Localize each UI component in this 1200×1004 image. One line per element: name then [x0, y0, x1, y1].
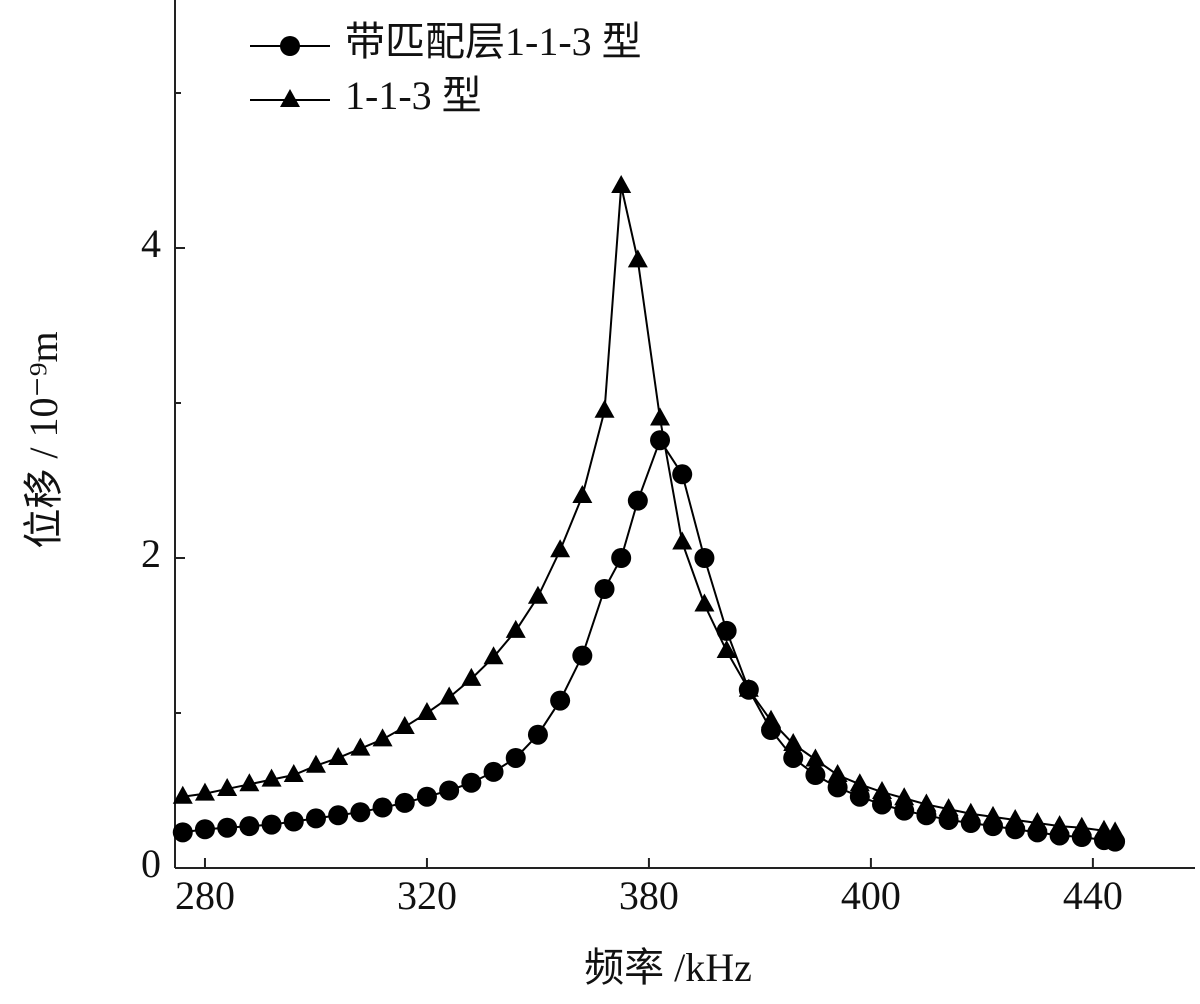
- point: [827, 764, 848, 782]
- point: [827, 777, 848, 798]
- point: [505, 619, 526, 638]
- point: [594, 399, 615, 418]
- point: [305, 754, 326, 773]
- point: [960, 802, 981, 821]
- point: [1005, 808, 1026, 827]
- point: [716, 640, 737, 658]
- point: [527, 724, 548, 745]
- point: [194, 782, 215, 801]
- point: [350, 802, 371, 823]
- point: [627, 249, 648, 268]
- y-axis-label: 位移 / 10⁻⁹m: [21, 331, 66, 548]
- point: [805, 748, 826, 767]
- point: [938, 798, 959, 817]
- point: [483, 761, 504, 782]
- point: [283, 811, 304, 832]
- point: [239, 816, 260, 837]
- point: [416, 702, 437, 720]
- point: [172, 785, 193, 804]
- x-tick-label: 280: [175, 873, 235, 918]
- point: [194, 819, 215, 840]
- point: [650, 430, 671, 451]
- point: [217, 817, 238, 838]
- x-tick-label: 320: [397, 873, 457, 918]
- point: [849, 786, 870, 807]
- point: [572, 645, 593, 666]
- point: [328, 805, 349, 826]
- point: [261, 814, 282, 835]
- point: [461, 667, 482, 686]
- x-tick-label: 400: [841, 873, 901, 918]
- point: [550, 539, 571, 558]
- point: [261, 768, 282, 787]
- point: [805, 765, 826, 785]
- point: [738, 678, 759, 697]
- point: [611, 175, 632, 193]
- point: [872, 781, 893, 800]
- point: [1071, 816, 1092, 835]
- point: [483, 646, 504, 665]
- point: [894, 787, 915, 806]
- point: [1027, 812, 1048, 831]
- point: [328, 746, 349, 765]
- point: [172, 822, 193, 843]
- series-line: [182, 185, 1116, 834]
- point: [505, 747, 526, 768]
- legend-label: 1-1-3 型: [345, 73, 482, 118]
- point: [849, 773, 870, 792]
- point: [716, 620, 737, 641]
- x-tick-label: 380: [619, 873, 679, 918]
- point: [627, 490, 648, 511]
- point: [594, 579, 615, 599]
- point: [872, 794, 893, 815]
- point: [372, 797, 393, 818]
- point: [1105, 821, 1126, 840]
- point: [783, 733, 804, 751]
- point: [783, 747, 804, 768]
- point: [439, 686, 460, 705]
- point: [550, 690, 571, 711]
- point: [527, 585, 548, 604]
- point: [217, 777, 238, 796]
- legend-label: 带匹配层1-1-3 型: [345, 19, 642, 64]
- point: [982, 805, 1003, 824]
- point: [461, 772, 482, 793]
- point: [694, 593, 715, 612]
- point: [372, 728, 393, 747]
- point: [761, 709, 782, 728]
- point: [611, 548, 632, 568]
- point: [894, 800, 915, 821]
- point: [239, 773, 260, 792]
- point: [439, 780, 460, 801]
- point: [916, 793, 937, 812]
- point: [305, 808, 326, 829]
- point: [1049, 815, 1070, 834]
- legend-marker: [280, 89, 300, 107]
- point: [283, 764, 304, 782]
- point: [394, 715, 415, 734]
- series-line: [182, 437, 1116, 843]
- point: [650, 407, 671, 426]
- legend-marker: [280, 36, 300, 56]
- x-axis-label: 频率 /kHz: [584, 945, 752, 990]
- x-tick-label: 440: [1063, 873, 1123, 918]
- point: [350, 737, 371, 756]
- point: [394, 792, 415, 813]
- point: [672, 531, 693, 550]
- point: [672, 464, 693, 485]
- point: [572, 485, 593, 503]
- y-tick-label: 2: [141, 531, 161, 576]
- point: [694, 548, 715, 568]
- y-tick-label: 4: [141, 221, 161, 266]
- y-tick-label: 0: [141, 841, 161, 886]
- point: [416, 786, 437, 807]
